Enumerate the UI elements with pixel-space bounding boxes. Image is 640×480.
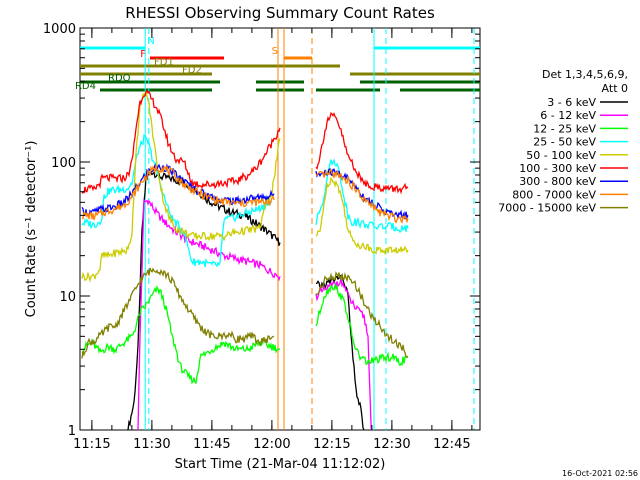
timestamp: 16-Oct-2021 02:56 xyxy=(562,469,638,478)
legend-header: Det 1,3,4,5,6,9, xyxy=(542,68,628,81)
flag-label-n: N xyxy=(147,36,154,47)
y-axis-title: Count Rate (s⁻¹ detector⁻¹) xyxy=(24,141,39,318)
flag-label-fd2: FD2 xyxy=(182,65,202,76)
flag-label-rd4: RD4 xyxy=(75,81,96,92)
x-tick-label: 11:45 xyxy=(193,437,230,452)
legend-label-5: 100 - 300 keV xyxy=(519,162,596,175)
series-line-7 xyxy=(315,168,409,224)
x-tick-label: 12:15 xyxy=(313,437,350,452)
series-line-3 xyxy=(81,134,273,268)
legend-label-3: 25 - 50 keV xyxy=(533,136,596,149)
series-line-4 xyxy=(315,176,409,256)
series-line-2 xyxy=(81,285,281,385)
series-line-4 xyxy=(81,91,281,283)
series-line-8 xyxy=(81,267,275,359)
y-tick-label: 10 xyxy=(59,290,76,305)
series-line-1 xyxy=(137,198,281,431)
legend-label-6: 300 - 800 keV xyxy=(519,175,596,188)
x-tick-label: 12:45 xyxy=(433,437,470,452)
x-axis-title: Start Time (21-Mar-04 11:12:02) xyxy=(175,457,386,472)
legend-label-2: 12 - 25 keV xyxy=(533,122,596,135)
legend-label-7: 800 - 7000 keV xyxy=(512,188,596,201)
flag-label-rdo: RDO xyxy=(108,73,131,84)
legend-label-0: 3 - 6 keV xyxy=(547,96,596,109)
chart-title: RHESSI Observing Summary Count Rates xyxy=(125,4,435,22)
x-tick-label: 11:30 xyxy=(133,437,170,452)
legend-header: Att 0 xyxy=(602,82,628,95)
series-line-7 xyxy=(81,165,275,221)
flag-label-f: F xyxy=(140,49,146,60)
x-tick-label: 12:00 xyxy=(253,437,290,452)
series-line-0 xyxy=(127,169,281,431)
series-line-2 xyxy=(315,282,409,367)
series-line-8 xyxy=(315,271,409,358)
x-tick-label: 12:30 xyxy=(373,437,410,452)
plot-frame xyxy=(79,27,481,431)
y-tick-label: 100 xyxy=(51,156,76,171)
flag-label-fd1: FD1 xyxy=(154,57,174,68)
legend-label-4: 50 - 100 keV xyxy=(526,149,596,162)
legend-label-1: 6 - 12 keV xyxy=(540,109,596,122)
series-line-3 xyxy=(315,158,409,233)
series-line-5 xyxy=(81,89,281,194)
y-tick-label: 1 xyxy=(68,424,76,439)
series-line-1 xyxy=(315,278,372,431)
series-line-5 xyxy=(315,112,409,195)
x-tick-label: 11:15 xyxy=(73,437,110,452)
legend-label-8: 7000 - 15000 keV xyxy=(498,202,596,215)
flag-label-s: S xyxy=(272,46,278,57)
y-tick-label: 1000 xyxy=(43,22,76,37)
